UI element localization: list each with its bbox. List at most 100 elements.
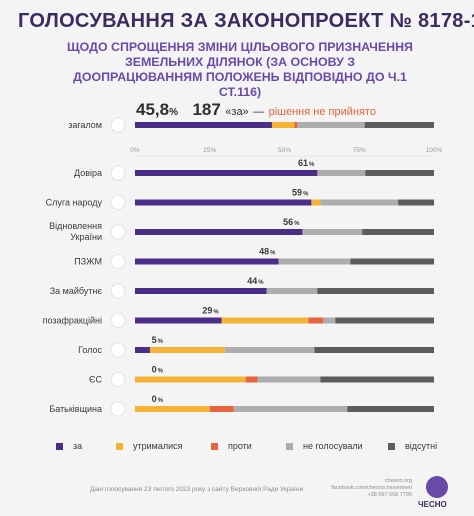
vidnovlennia-logo-icon bbox=[110, 224, 126, 240]
row-label-1: Слуга народу bbox=[46, 198, 103, 208]
dovira-logo-icon bbox=[110, 165, 126, 181]
legend: за утрималися проти не голосували відсут… bbox=[56, 441, 466, 457]
bar-segment-1-3 bbox=[320, 199, 399, 206]
row-label-4: За майбутнє bbox=[50, 286, 103, 296]
bar-segment-7-3 bbox=[257, 376, 321, 383]
holos-logo-icon bbox=[110, 342, 126, 358]
row-label-2-line2: України bbox=[70, 232, 102, 242]
bar-segment-3-0 bbox=[135, 258, 279, 265]
parliament-icon bbox=[110, 117, 126, 133]
pct-label-8: 0% bbox=[152, 394, 164, 404]
bar-segment-5-1 bbox=[221, 317, 309, 324]
batkivshchyna-logo-icon bbox=[110, 401, 126, 417]
page-subtitle: ЩОДО СПРОЩЕННЯ ЗМІНИ ЦІЛЬОВОГО ПРИЗНАЧЕН… bbox=[67, 40, 413, 99]
bar-segment-5-2 bbox=[308, 317, 324, 324]
bar-segment-5-3 bbox=[323, 317, 336, 324]
bar-segment-6-1 bbox=[149, 347, 225, 353]
bar-segment-total-3 bbox=[297, 122, 365, 128]
legend-label-against: проти bbox=[228, 441, 252, 451]
bar-segment-8-2 bbox=[209, 406, 234, 412]
legend-label-not-voted: не голосували bbox=[303, 441, 363, 451]
legend-label-for: за bbox=[73, 441, 83, 451]
page-title: ГОЛОСУВАННЯ ЗА ЗАКОНОПРОЕКТ № 8178-1 bbox=[18, 10, 474, 32]
pct-label-4: 44% bbox=[247, 276, 264, 286]
legend-swatch-absent bbox=[388, 442, 395, 450]
row-label-2-line1: Відновлення bbox=[49, 221, 102, 231]
bar-segment-1-4 bbox=[398, 199, 434, 206]
bar-segment-7-4 bbox=[320, 376, 434, 383]
pct-label-0: 61% bbox=[298, 158, 315, 168]
legend-swatch-not-voted bbox=[286, 442, 293, 450]
tick-label-2: 50% bbox=[278, 147, 291, 154]
legend-item-absent: відсутні bbox=[388, 441, 437, 451]
row-label-6: Голос bbox=[78, 345, 102, 355]
legend-swatch-against bbox=[211, 442, 218, 450]
headline-result: рішення не прийнято bbox=[268, 106, 376, 118]
bar-segment-6-4 bbox=[314, 347, 434, 353]
bar-segment-3-4 bbox=[350, 258, 434, 265]
bar-segment-1-1 bbox=[311, 199, 321, 206]
chesno-logo-icon bbox=[426, 476, 448, 498]
bar-segment-total-2 bbox=[294, 122, 298, 128]
bar-segment-0-3 bbox=[317, 170, 366, 176]
pct-label-5: 29% bbox=[202, 306, 219, 316]
legend-item-not-voted: не голосували bbox=[286, 441, 363, 451]
pct-label-1: 59% bbox=[292, 188, 309, 198]
pct-label-7: 0% bbox=[152, 365, 164, 375]
bar-segment-4-4 bbox=[317, 288, 434, 294]
row-label-5: позафракційні bbox=[43, 316, 102, 326]
headline-count: 187 bbox=[192, 100, 221, 119]
bar-segment-total-4 bbox=[364, 122, 434, 128]
row-label-3: ПЗЖМ bbox=[74, 257, 102, 267]
pct-label-2: 56% bbox=[283, 217, 300, 227]
legend-item-for: за bbox=[56, 441, 82, 451]
yes-logo-icon bbox=[110, 372, 126, 387]
bar-segment-0-4 bbox=[365, 170, 434, 176]
legend-label-abstained: утрималися bbox=[133, 441, 183, 451]
bar-segment-4-3 bbox=[266, 288, 318, 294]
row-label-0: Довіра bbox=[74, 168, 102, 178]
legend-label-absent: відсутні bbox=[405, 441, 438, 451]
footer-links: chesno.org facebook.com/chesno.movement … bbox=[331, 478, 412, 499]
footer-link-phone[interactable]: +38 067 658 7799 bbox=[367, 492, 412, 498]
tick-label-3: 75% bbox=[353, 147, 366, 154]
pct-label-6: 5% bbox=[152, 335, 164, 345]
row-label-8: Батьківщина bbox=[49, 404, 102, 414]
headline-dash: — bbox=[253, 106, 265, 118]
bar-segment-2-4 bbox=[362, 229, 434, 235]
tick-label-4: 100% bbox=[426, 147, 443, 154]
headline-percent-sign: % bbox=[169, 107, 178, 118]
pzzhm-logo-icon bbox=[110, 254, 126, 269]
row-label-7: ЄС bbox=[89, 375, 102, 385]
chesno-brand-text: ЧЕСНО bbox=[418, 500, 447, 509]
bar-segment-1-0 bbox=[135, 199, 312, 206]
bar-segment-6-3 bbox=[224, 347, 315, 353]
bar-segment-3-3 bbox=[278, 258, 351, 265]
headline: 45,8% 187 «за» — рішення не прийнято bbox=[136, 100, 376, 120]
bar-segment-7-1 bbox=[135, 376, 246, 383]
person-icon bbox=[110, 313, 126, 328]
chesno-brand: ЧЕСНО bbox=[418, 476, 464, 510]
za-maibutnie-logo-icon bbox=[110, 283, 126, 299]
bar-segment-8-4 bbox=[347, 406, 434, 412]
legend-item-against: проти bbox=[211, 441, 252, 451]
bar-segment-2-0 bbox=[135, 229, 303, 235]
bar-segment-7-2 bbox=[245, 376, 258, 383]
bar-segment-total-0 bbox=[135, 122, 272, 128]
bar-segment-total-1 bbox=[271, 122, 295, 128]
pct-label-3: 48% bbox=[259, 247, 276, 257]
legend-swatch-abstained bbox=[116, 442, 123, 450]
legend-item-abstained: утрималися bbox=[116, 441, 183, 451]
bar-segment-6-0 bbox=[135, 347, 150, 353]
bar-segment-5-4 bbox=[335, 317, 434, 324]
bar-segment-2-3 bbox=[302, 229, 363, 235]
footer-link-facebook[interactable]: facebook.com/chesno.movement bbox=[331, 485, 412, 491]
bar-segment-8-3 bbox=[233, 406, 348, 412]
legend-swatch-for bbox=[56, 442, 63, 450]
bar-segment-0-0 bbox=[135, 170, 318, 176]
footer-source: Дані голосування 23 лютого 2023 року з с… bbox=[90, 486, 304, 493]
tick-label-1: 25% bbox=[203, 147, 216, 154]
bar-segment-4-0 bbox=[135, 288, 267, 294]
footer-link-site[interactable]: chesno.org bbox=[384, 478, 412, 484]
tick-label-0: 0% bbox=[130, 147, 140, 154]
